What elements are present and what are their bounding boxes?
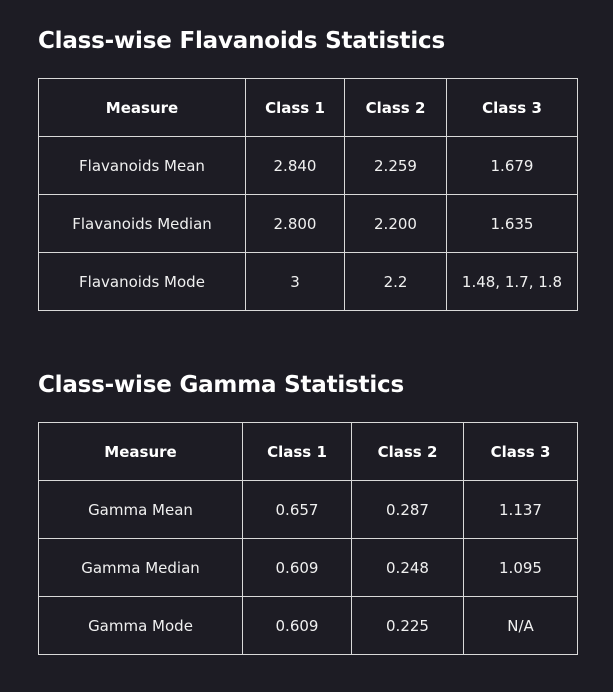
- flavanoids-title: Class-wise Flavanoids Statistics: [38, 28, 445, 54]
- gamma-title: Class-wise Gamma Statistics: [38, 372, 404, 398]
- table-row: Gamma Mean 0.657 0.287 1.137: [38, 480, 578, 539]
- table-cell: 2.800: [245, 194, 345, 253]
- table-cell: 0.225: [351, 596, 464, 655]
- column-header: Class 3: [463, 422, 578, 481]
- table-cell: 1.679: [446, 136, 578, 195]
- gamma-section: Class-wise Gamma Statistics Measure Clas…: [38, 370, 578, 655]
- table-cell: 1.095: [463, 538, 578, 597]
- column-header: Class 1: [242, 422, 352, 481]
- table-row: Flavanoids Median 2.800 2.200 1.635: [38, 194, 578, 253]
- table-cell: 1.48, 1.7, 1.8: [446, 252, 578, 311]
- column-header: Class 1: [245, 78, 345, 137]
- table-row: Gamma Mode 0.609 0.225 N/A: [38, 596, 578, 655]
- table-row: Flavanoids Mode 3 2.2 1.48, 1.7, 1.8: [38, 252, 578, 311]
- column-header: Class 2: [344, 78, 447, 137]
- table-cell: 3: [245, 252, 345, 311]
- column-header: Measure: [38, 78, 246, 137]
- table-cell: 0.657: [242, 480, 352, 539]
- column-header: Measure: [38, 422, 243, 481]
- column-header: Class 3: [446, 78, 578, 137]
- flavanoids-table: Measure Class 1 Class 2 Class 3 Flavanoi…: [38, 78, 578, 311]
- table-cell: 0.248: [351, 538, 464, 597]
- table-cell: Gamma Median: [38, 538, 243, 597]
- table-cell: 0.609: [242, 538, 352, 597]
- table-cell: 2.259: [344, 136, 447, 195]
- table-cell: 0.287: [351, 480, 464, 539]
- table-cell: 1.635: [446, 194, 578, 253]
- table-row: Flavanoids Mean 2.840 2.259 1.679: [38, 136, 578, 195]
- table-cell: 2.2: [344, 252, 447, 311]
- table-cell: N/A: [463, 596, 578, 655]
- table-cell: Gamma Mode: [38, 596, 243, 655]
- table-cell: 2.200: [344, 194, 447, 253]
- table-cell: 0.609: [242, 596, 352, 655]
- table-cell: Flavanoids Mean: [38, 136, 246, 195]
- table-cell: Flavanoids Median: [38, 194, 246, 253]
- flavanoids-section: Class-wise Flavanoids Statistics Measure…: [38, 26, 578, 311]
- gamma-table: Measure Class 1 Class 2 Class 3 Gamma Me…: [38, 422, 578, 655]
- table-cell: 1.137: [463, 480, 578, 539]
- table-header-row: Measure Class 1 Class 2 Class 3: [38, 78, 578, 137]
- table-header-row: Measure Class 1 Class 2 Class 3: [38, 422, 578, 481]
- table-row: Gamma Median 0.609 0.248 1.095: [38, 538, 578, 597]
- table-cell: Gamma Mean: [38, 480, 243, 539]
- column-header: Class 2: [351, 422, 464, 481]
- table-cell: 2.840: [245, 136, 345, 195]
- table-cell: Flavanoids Mode: [38, 252, 246, 311]
